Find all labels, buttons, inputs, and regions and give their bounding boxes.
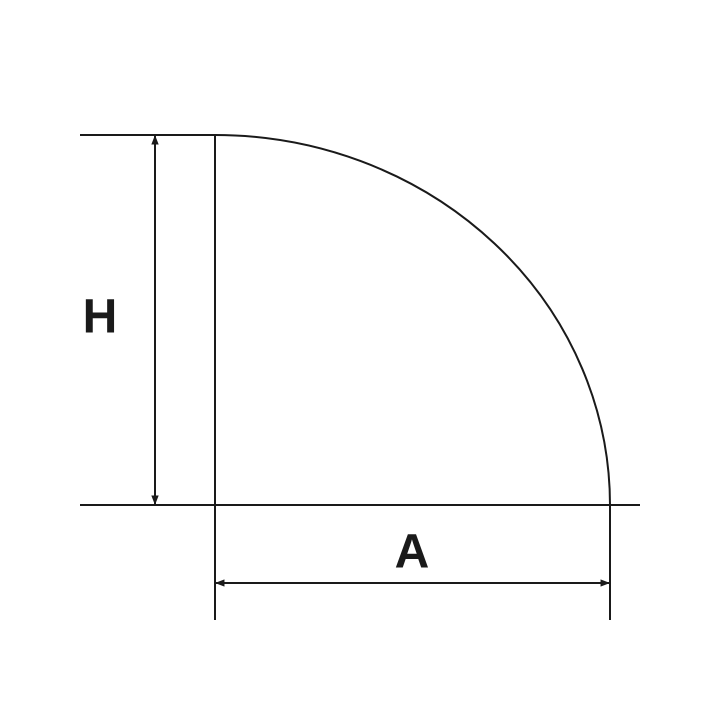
dimension-diagram: HA xyxy=(0,0,720,720)
quarter-arc-shape xyxy=(215,135,610,505)
dimension-label-a: A xyxy=(395,526,430,579)
dimension-label-h: H xyxy=(83,291,118,344)
